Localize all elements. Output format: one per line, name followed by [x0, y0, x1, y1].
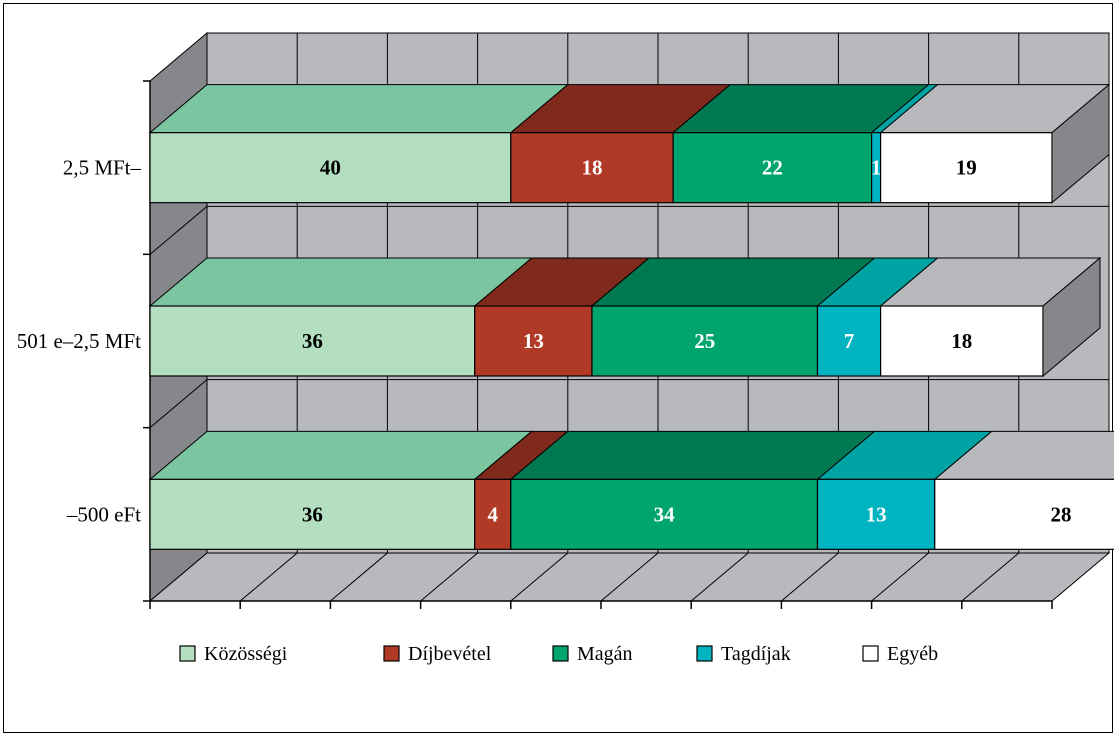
data-label: 18: [581, 156, 602, 180]
bar-top-face: [148, 84, 570, 134]
data-label: 13: [523, 329, 544, 353]
bar-segment: [880, 305, 1044, 377]
legend-swatch: [179, 645, 196, 662]
bar-segment: [591, 305, 819, 377]
stacked-bar-chart-3d: 40 18 22 1 19 2,5 MFt– 36 13 25 7 18 501 e–2,5 MFt 3…: [17, 31, 1114, 665]
data-label: 25: [694, 329, 715, 353]
gridline-floor: [600, 552, 659, 602]
bar-segment: [149, 132, 512, 204]
legend-item: Díjbevétel: [408, 643, 492, 665]
bar-end-face: [1042, 256, 1101, 378]
gridline-floor: [510, 552, 569, 602]
data-label: 28: [1051, 502, 1072, 526]
gridline-floor: [690, 552, 749, 602]
bar-top-face: [148, 430, 534, 480]
gridline-floor: [961, 552, 1020, 602]
data-label: 4: [488, 502, 499, 526]
data-label: 13: [866, 502, 887, 526]
legend-swatch: [696, 645, 713, 662]
gridline-floor: [330, 552, 388, 602]
gridline-sidewall: [149, 205, 208, 255]
bar-end-face: [1051, 83, 1110, 204]
gridline-floor: [781, 552, 839, 602]
data-label: 22: [762, 156, 783, 180]
data-label: 7: [844, 329, 855, 353]
legend-swatch: [862, 645, 879, 662]
gridline-floor: [420, 552, 478, 602]
bar-top-face: [509, 430, 876, 480]
category-label: 501 e–2,5 MFt: [17, 329, 141, 353]
data-label: 1: [871, 156, 882, 180]
bar-segment: [816, 478, 936, 550]
bar-segment: [474, 305, 593, 377]
legend-swatch: [552, 645, 569, 662]
data-label: 36: [302, 502, 323, 526]
legend-swatch: [383, 645, 400, 662]
gridline-floor: [871, 552, 929, 602]
category-label: 2,5 MFt–: [63, 156, 142, 180]
data-label: 18: [951, 329, 972, 353]
legend-item: Tagdíjak: [721, 643, 791, 665]
bar-top-face: [148, 257, 534, 307]
bar-segment: [149, 305, 476, 377]
bar-segment: [672, 132, 873, 204]
gridline-floor: [239, 552, 298, 602]
bar-segment: [149, 478, 476, 550]
data-label: 34: [654, 502, 676, 526]
chart-frame: 40 18 22 1 19 2,5 MFt– 36 13 25 7 18 501 e–2,5 MFt 3…: [3, 3, 1114, 733]
bar-segment: [510, 478, 819, 550]
legend-item: Egyéb: [887, 643, 938, 665]
data-label: 36: [302, 329, 323, 353]
bar-segment: [934, 478, 1114, 550]
legend-item: Magán: [577, 643, 633, 665]
legend-item: Közösségi: [204, 643, 288, 665]
data-label: 40: [320, 156, 341, 180]
data-label: 19: [956, 156, 977, 180]
bar-segment: [816, 305, 882, 377]
gridline-sidewall: [149, 379, 208, 429]
bar-segment: [510, 132, 674, 204]
category-label: –500 eFt: [66, 502, 141, 526]
